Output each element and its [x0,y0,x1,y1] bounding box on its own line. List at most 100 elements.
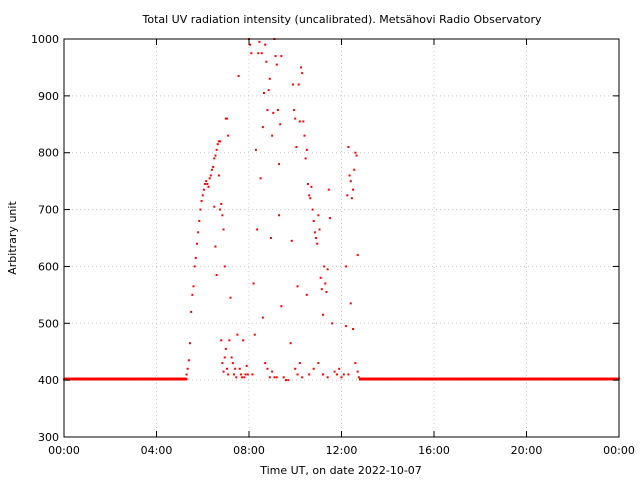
data-point [352,188,355,191]
data-point [278,214,281,217]
data-point [320,288,323,291]
data-point [257,52,260,55]
data-point [253,333,256,336]
data-point [326,268,329,271]
data-point [324,282,327,285]
data-point [216,143,219,146]
data-point [219,140,222,143]
data-point [309,197,312,200]
data-point [304,157,307,160]
data-point [224,117,227,120]
data-point [193,265,196,268]
data-point [271,134,274,137]
data-point [317,214,320,217]
data-point [190,310,193,313]
data-point [285,379,287,382]
y-tick-label: 1000 [31,33,59,46]
data-point [275,63,278,66]
data-point [305,148,308,151]
data-point [237,74,240,77]
data-point [349,302,352,305]
data-point [345,325,348,328]
data-point [297,83,300,86]
data-point [295,146,298,149]
data-point [273,376,276,379]
data-point [355,154,358,157]
data-point [296,285,299,288]
data-point [328,217,331,220]
data-point [251,373,254,376]
data-point [222,370,225,373]
data-point [197,231,200,234]
data-point [211,168,213,171]
data-point [206,182,209,185]
data-point [354,362,357,365]
data-point [204,182,207,185]
data-point [271,370,274,373]
data-point [217,174,220,177]
data-point [238,367,241,370]
data-point [289,342,292,345]
data-point [223,356,226,359]
data-point [226,117,229,120]
data-point [241,376,244,379]
data-point [224,347,227,350]
data-point [229,296,232,299]
data-point [319,276,322,279]
data-point [186,367,189,370]
data-point [322,373,324,376]
ticks-layer: 300 400 500 600 700 800 900 1000 00:00 04:00 08:00… [31,33,635,457]
data-point [275,376,278,379]
data-point [298,120,301,123]
data-point [274,55,277,58]
data-point [293,109,296,112]
data-point [265,60,268,63]
data-point [316,242,319,245]
data-point [335,373,338,376]
data-point [219,208,222,211]
data-point [345,265,348,268]
data-point [230,356,233,359]
x-tick-label: 12:00 [326,444,358,457]
data-point [303,134,306,137]
data-point [280,55,283,58]
data-point [296,373,299,376]
data-point [350,197,353,200]
data-point [302,120,305,123]
data-point [202,188,205,191]
x-tick-label: 20:00 [511,444,543,457]
data-point [331,322,334,325]
data-point [214,245,217,248]
data-point [227,134,230,137]
y-tick-label: 800 [38,147,59,160]
data-point [353,168,356,171]
data-point [347,373,350,376]
data-point [187,359,190,362]
data-point [272,111,275,114]
data-point [356,370,359,373]
data-point [347,146,350,149]
data-point [236,333,239,336]
data-point [245,364,248,367]
data-point [185,373,188,376]
data-point [234,367,237,370]
data-point [221,362,224,365]
data-point [223,265,226,268]
data-point [195,242,198,245]
data-point [194,256,197,259]
data-point [268,77,271,80]
data-point [259,177,262,180]
data-point [308,194,311,197]
data-point [209,174,212,177]
data-point [305,293,308,296]
data-point [222,228,225,231]
data-point [250,52,253,55]
data-point [266,367,269,370]
data-point [249,43,252,46]
data-point [256,228,259,231]
data-point [192,285,195,288]
data-point [239,373,242,376]
data-point [232,373,235,376]
y-tick-label: 500 [38,317,59,330]
